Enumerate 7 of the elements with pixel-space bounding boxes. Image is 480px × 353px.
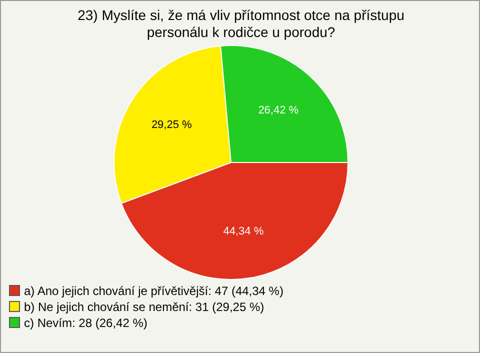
data-label: 44,34 % — [223, 226, 264, 238]
legend-label: a) Ano jejich chování je přívětivější: 47 (44,34 %) — [24, 284, 284, 298]
data-label: 29,25 % — [151, 119, 192, 132]
data-label: 26,42 % — [258, 104, 299, 117]
legend-label: c) Nevím: 28 (26,42 %) — [24, 316, 148, 330]
legend-label: b) Ne jejich chování se nemění: 31 (29,25 %) — [24, 300, 264, 314]
chart-title: 23) Myslíte si, že má vliv přítomnost otce na přístupu personálu k rodičce u porodu? — [76, 7, 406, 41]
